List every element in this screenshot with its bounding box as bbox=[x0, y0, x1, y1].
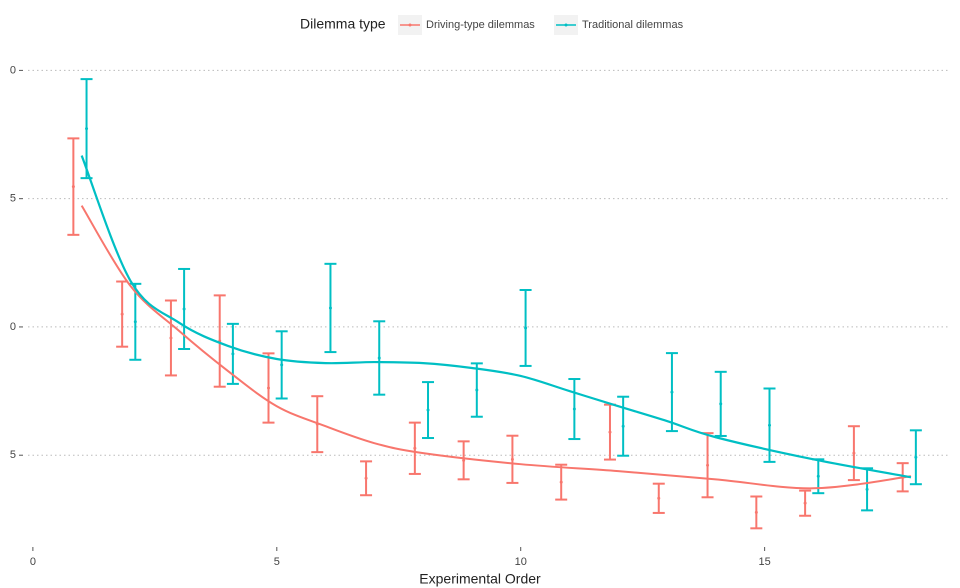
mean-point bbox=[85, 127, 89, 131]
mean-point bbox=[719, 402, 723, 406]
mean-point bbox=[657, 496, 661, 500]
legend-key-dot bbox=[408, 23, 412, 27]
mean-point bbox=[803, 501, 807, 505]
x-tick-label: 0 bbox=[30, 556, 36, 568]
y-tick-label: 5 bbox=[10, 193, 16, 205]
mean-point bbox=[280, 363, 284, 367]
x-axis-title: Experimental Order bbox=[419, 571, 541, 587]
mean-point bbox=[71, 185, 75, 189]
x-tick-label: 15 bbox=[758, 556, 770, 568]
mean-point bbox=[706, 463, 710, 467]
mean-point bbox=[621, 424, 625, 428]
legend-key-dot bbox=[564, 23, 568, 27]
mean-point bbox=[426, 408, 430, 412]
mean-point bbox=[510, 457, 514, 461]
mean-point bbox=[182, 307, 186, 311]
y-tick-label: 5 bbox=[10, 449, 16, 461]
x-tick-label: 10 bbox=[515, 556, 527, 568]
mean-point bbox=[608, 430, 612, 434]
legend-title: Dilemma type bbox=[300, 16, 386, 32]
mean-point bbox=[231, 352, 235, 356]
mean-point bbox=[462, 458, 466, 462]
mean-point bbox=[267, 386, 271, 390]
mean-point bbox=[328, 306, 332, 310]
mean-point bbox=[413, 446, 417, 450]
mean-point bbox=[169, 336, 173, 340]
mean-point bbox=[120, 312, 124, 316]
mean-point bbox=[133, 320, 137, 324]
mean-point bbox=[670, 390, 674, 394]
mean-point bbox=[852, 451, 856, 455]
trend-line bbox=[80, 205, 912, 490]
mean-point bbox=[475, 388, 479, 392]
mean-point bbox=[865, 487, 869, 491]
mean-point bbox=[377, 356, 381, 360]
mean-point bbox=[572, 407, 576, 411]
mean-point bbox=[914, 455, 918, 459]
mean-point bbox=[524, 326, 528, 330]
trend-line bbox=[80, 155, 912, 479]
mean-point bbox=[816, 474, 820, 478]
legend-label: Driving-type dilemmas bbox=[426, 19, 535, 31]
legend-label: Traditional dilemmas bbox=[582, 19, 684, 31]
mean-point bbox=[768, 423, 772, 427]
mean-point bbox=[754, 510, 758, 514]
mean-point bbox=[364, 476, 368, 480]
x-tick-label: 5 bbox=[274, 556, 280, 568]
mean-point bbox=[559, 480, 563, 484]
y-tick-label: 0 bbox=[10, 64, 16, 76]
y-tick-label: 0 bbox=[10, 321, 16, 333]
